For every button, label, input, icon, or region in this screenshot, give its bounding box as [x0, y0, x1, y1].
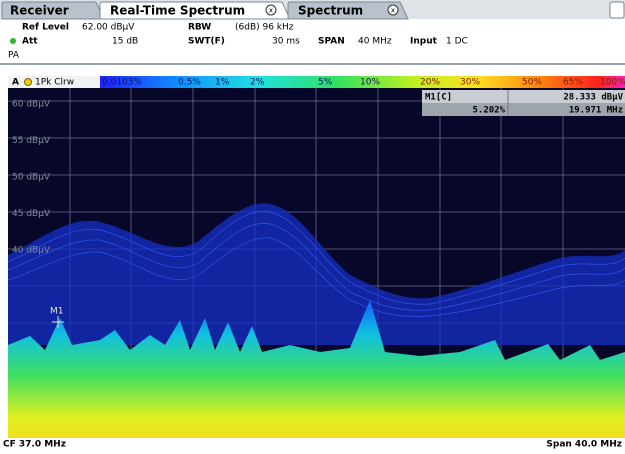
scale-label: 5% — [318, 78, 333, 88]
setting-value: 1 DC — [446, 37, 468, 47]
center-frequency: CF 37.0 MHz — [3, 440, 66, 450]
scale-label: 100% — [600, 78, 625, 88]
close-glyph: x — [391, 7, 395, 15]
y-label: 60 dBµV — [12, 100, 51, 110]
scale-label: 10% — [360, 78, 380, 88]
window-label: A — [12, 78, 19, 88]
trace-mode: 1Pk Clrw — [35, 78, 74, 88]
setting-label: Att — [22, 37, 38, 47]
close-glyph: x — [269, 7, 273, 15]
setting-value: 15 dB — [112, 37, 138, 47]
marker-frequency: 19.971 MHz — [569, 106, 623, 116]
setting-value: 40 MHz — [358, 37, 392, 47]
marker-name: M1[C] — [425, 93, 452, 103]
scale-label: 50% — [522, 78, 542, 88]
scale-label: 20% — [420, 78, 440, 88]
y-label: 40 dBµV — [12, 246, 51, 256]
setting-value: 62.00 dBµV — [82, 23, 135, 33]
separator — [0, 63, 625, 65]
setting-label: SPAN — [318, 37, 345, 47]
toolbar-icon[interactable] — [610, 2, 624, 18]
scale-label: 0.5% — [178, 78, 201, 88]
scale-label: 65% — [563, 78, 583, 88]
setting-value: 30 ms — [272, 37, 300, 47]
tab-label[interactable]: Real-Time Spectrum — [110, 4, 245, 18]
marker-level: 28.333 dBµV — [563, 93, 623, 103]
marker-percent: 5.202% — [472, 106, 505, 116]
scale-label: 2% — [250, 78, 265, 88]
setting-value: (6dB) 96 kHz — [235, 23, 294, 33]
setting-label: Ref Level — [22, 23, 69, 33]
tab-label[interactable]: Receiver — [10, 4, 69, 18]
analyzer-screen: Receiver Real-Time Spectrum x Spectrum x… — [0, 0, 625, 450]
trace-icon — [25, 79, 32, 86]
setting-label: RBW — [188, 23, 211, 33]
scale-label: 30% — [460, 78, 480, 88]
span-label: Span 40.0 MHz — [546, 440, 622, 450]
scale-label: 0.0103% — [102, 78, 142, 88]
marker-label: M1 — [50, 307, 64, 317]
setting-label: Input — [410, 37, 438, 47]
y-label: 45 dBµV — [12, 209, 51, 219]
setting-label: SWT(F) — [188, 37, 225, 47]
preamp-label: PA — [8, 51, 20, 61]
status-dot — [10, 38, 16, 44]
y-label: 50 dBµV — [12, 173, 51, 183]
y-label: 55 dBµV — [12, 136, 51, 146]
tab-label[interactable]: Spectrum — [298, 4, 363, 18]
scale-label: 1% — [215, 78, 230, 88]
